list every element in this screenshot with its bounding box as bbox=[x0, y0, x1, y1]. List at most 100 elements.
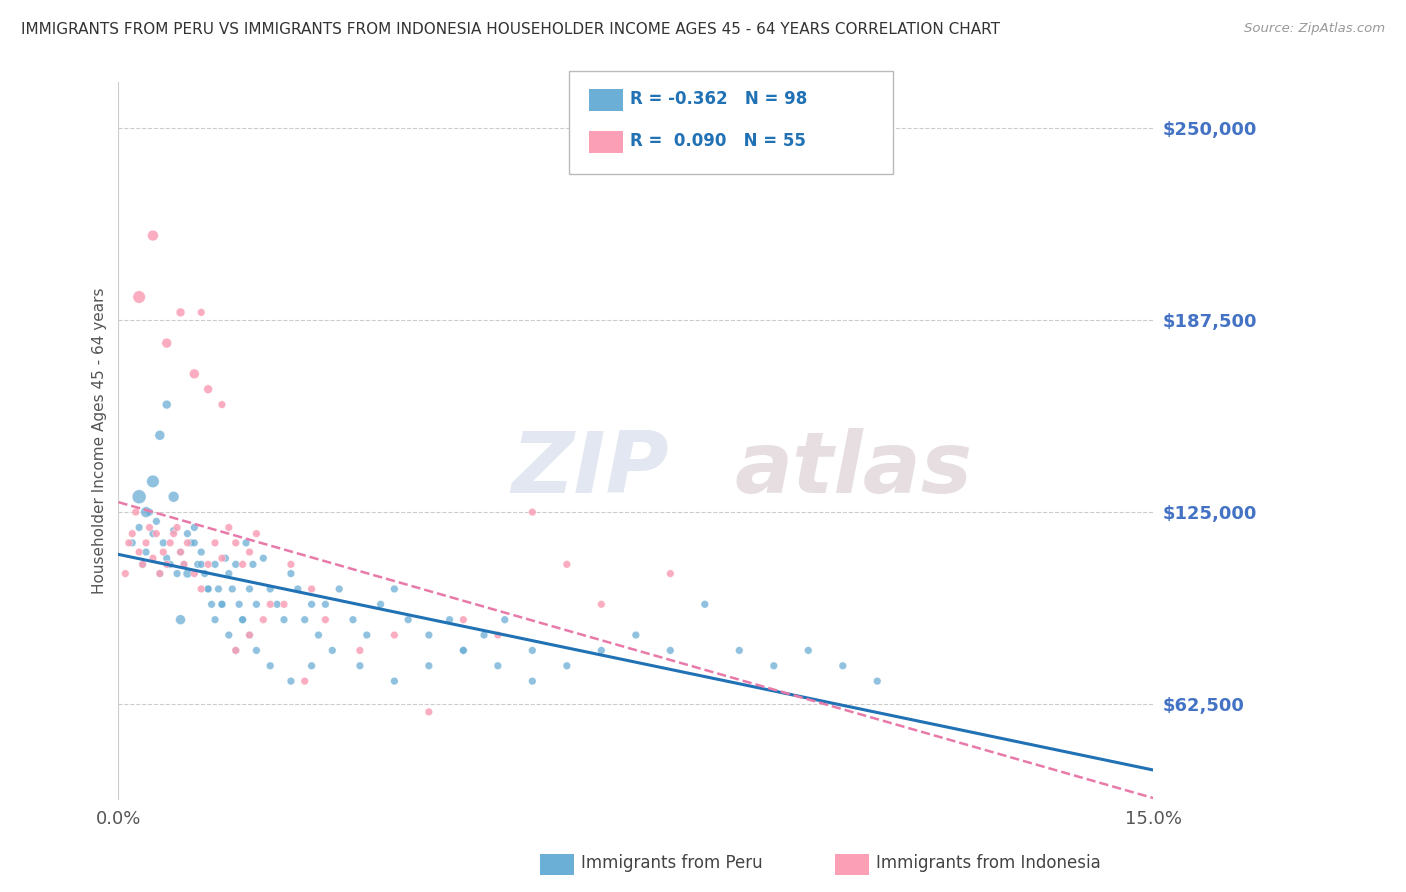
Point bbox=[252, 613, 274, 627]
Point bbox=[211, 551, 233, 566]
Point bbox=[591, 597, 613, 611]
Point bbox=[190, 305, 212, 319]
Point bbox=[131, 558, 153, 572]
Point bbox=[162, 524, 184, 538]
Point bbox=[118, 536, 141, 550]
Point bbox=[453, 613, 475, 627]
Point bbox=[522, 674, 544, 689]
Point bbox=[522, 643, 544, 657]
Point bbox=[728, 643, 751, 657]
Point bbox=[190, 545, 212, 559]
Point bbox=[156, 558, 179, 572]
Point bbox=[342, 613, 364, 627]
Point bbox=[225, 558, 247, 572]
Point bbox=[382, 674, 405, 689]
Point bbox=[659, 566, 682, 581]
Point bbox=[225, 643, 247, 657]
Point bbox=[169, 305, 191, 319]
Point bbox=[156, 336, 179, 351]
Point bbox=[356, 628, 378, 642]
Point bbox=[138, 505, 160, 519]
Point bbox=[197, 558, 219, 572]
Point bbox=[280, 566, 302, 581]
Point bbox=[152, 545, 174, 559]
Point bbox=[142, 475, 165, 489]
Point bbox=[273, 597, 295, 611]
Point bbox=[114, 566, 136, 581]
Point bbox=[522, 505, 544, 519]
Text: atlas: atlas bbox=[734, 428, 973, 511]
Point bbox=[418, 658, 440, 673]
Point bbox=[135, 505, 157, 519]
Point bbox=[242, 558, 264, 572]
Point bbox=[591, 643, 613, 657]
Point bbox=[128, 520, 150, 534]
Point bbox=[142, 551, 165, 566]
Point bbox=[211, 597, 233, 611]
Point bbox=[453, 643, 475, 657]
Point bbox=[131, 558, 153, 572]
Point bbox=[486, 658, 509, 673]
Point bbox=[204, 613, 226, 627]
Point bbox=[321, 643, 343, 657]
Point bbox=[169, 545, 191, 559]
Point bbox=[173, 558, 195, 572]
Point bbox=[162, 526, 184, 541]
Point bbox=[176, 566, 198, 581]
Point bbox=[218, 566, 240, 581]
Point bbox=[128, 545, 150, 559]
Point bbox=[183, 520, 205, 534]
Point bbox=[156, 551, 179, 566]
Point bbox=[197, 582, 219, 596]
Point bbox=[266, 597, 288, 611]
Point bbox=[259, 582, 281, 596]
Point bbox=[145, 514, 167, 528]
Point bbox=[762, 658, 785, 673]
Point bbox=[200, 597, 222, 611]
Point bbox=[190, 582, 212, 596]
Point bbox=[693, 597, 716, 611]
Point bbox=[396, 613, 419, 627]
Point bbox=[245, 526, 267, 541]
Point bbox=[472, 628, 495, 642]
Point bbox=[225, 536, 247, 550]
Point bbox=[159, 558, 181, 572]
Point bbox=[211, 398, 233, 412]
Point bbox=[149, 566, 172, 581]
Point bbox=[194, 566, 217, 581]
Point bbox=[145, 526, 167, 541]
Point bbox=[121, 536, 143, 550]
Point bbox=[211, 597, 233, 611]
Text: Immigrants from Peru: Immigrants from Peru bbox=[581, 855, 762, 872]
Point bbox=[232, 558, 254, 572]
Point bbox=[252, 551, 274, 566]
Point bbox=[169, 545, 191, 559]
Point bbox=[169, 613, 191, 627]
Point bbox=[183, 367, 205, 381]
Point bbox=[121, 526, 143, 541]
Point bbox=[453, 643, 475, 657]
Point bbox=[238, 582, 260, 596]
Point bbox=[486, 628, 509, 642]
Point bbox=[142, 228, 165, 243]
Point bbox=[238, 628, 260, 642]
Point bbox=[238, 545, 260, 559]
Point bbox=[280, 558, 302, 572]
Point bbox=[152, 536, 174, 550]
Point bbox=[349, 643, 371, 657]
Point bbox=[301, 582, 323, 596]
Point bbox=[149, 428, 172, 442]
Point bbox=[418, 705, 440, 719]
Point bbox=[555, 658, 578, 673]
Point bbox=[280, 674, 302, 689]
Point bbox=[190, 558, 212, 572]
Point bbox=[214, 551, 236, 566]
Point bbox=[797, 643, 820, 657]
Point bbox=[382, 628, 405, 642]
Point bbox=[273, 613, 295, 627]
Point bbox=[259, 658, 281, 673]
Point bbox=[328, 582, 350, 596]
Point bbox=[128, 490, 150, 504]
Y-axis label: Householder Income Ages 45 - 64 years: Householder Income Ages 45 - 64 years bbox=[93, 288, 107, 594]
Point bbox=[156, 398, 179, 412]
